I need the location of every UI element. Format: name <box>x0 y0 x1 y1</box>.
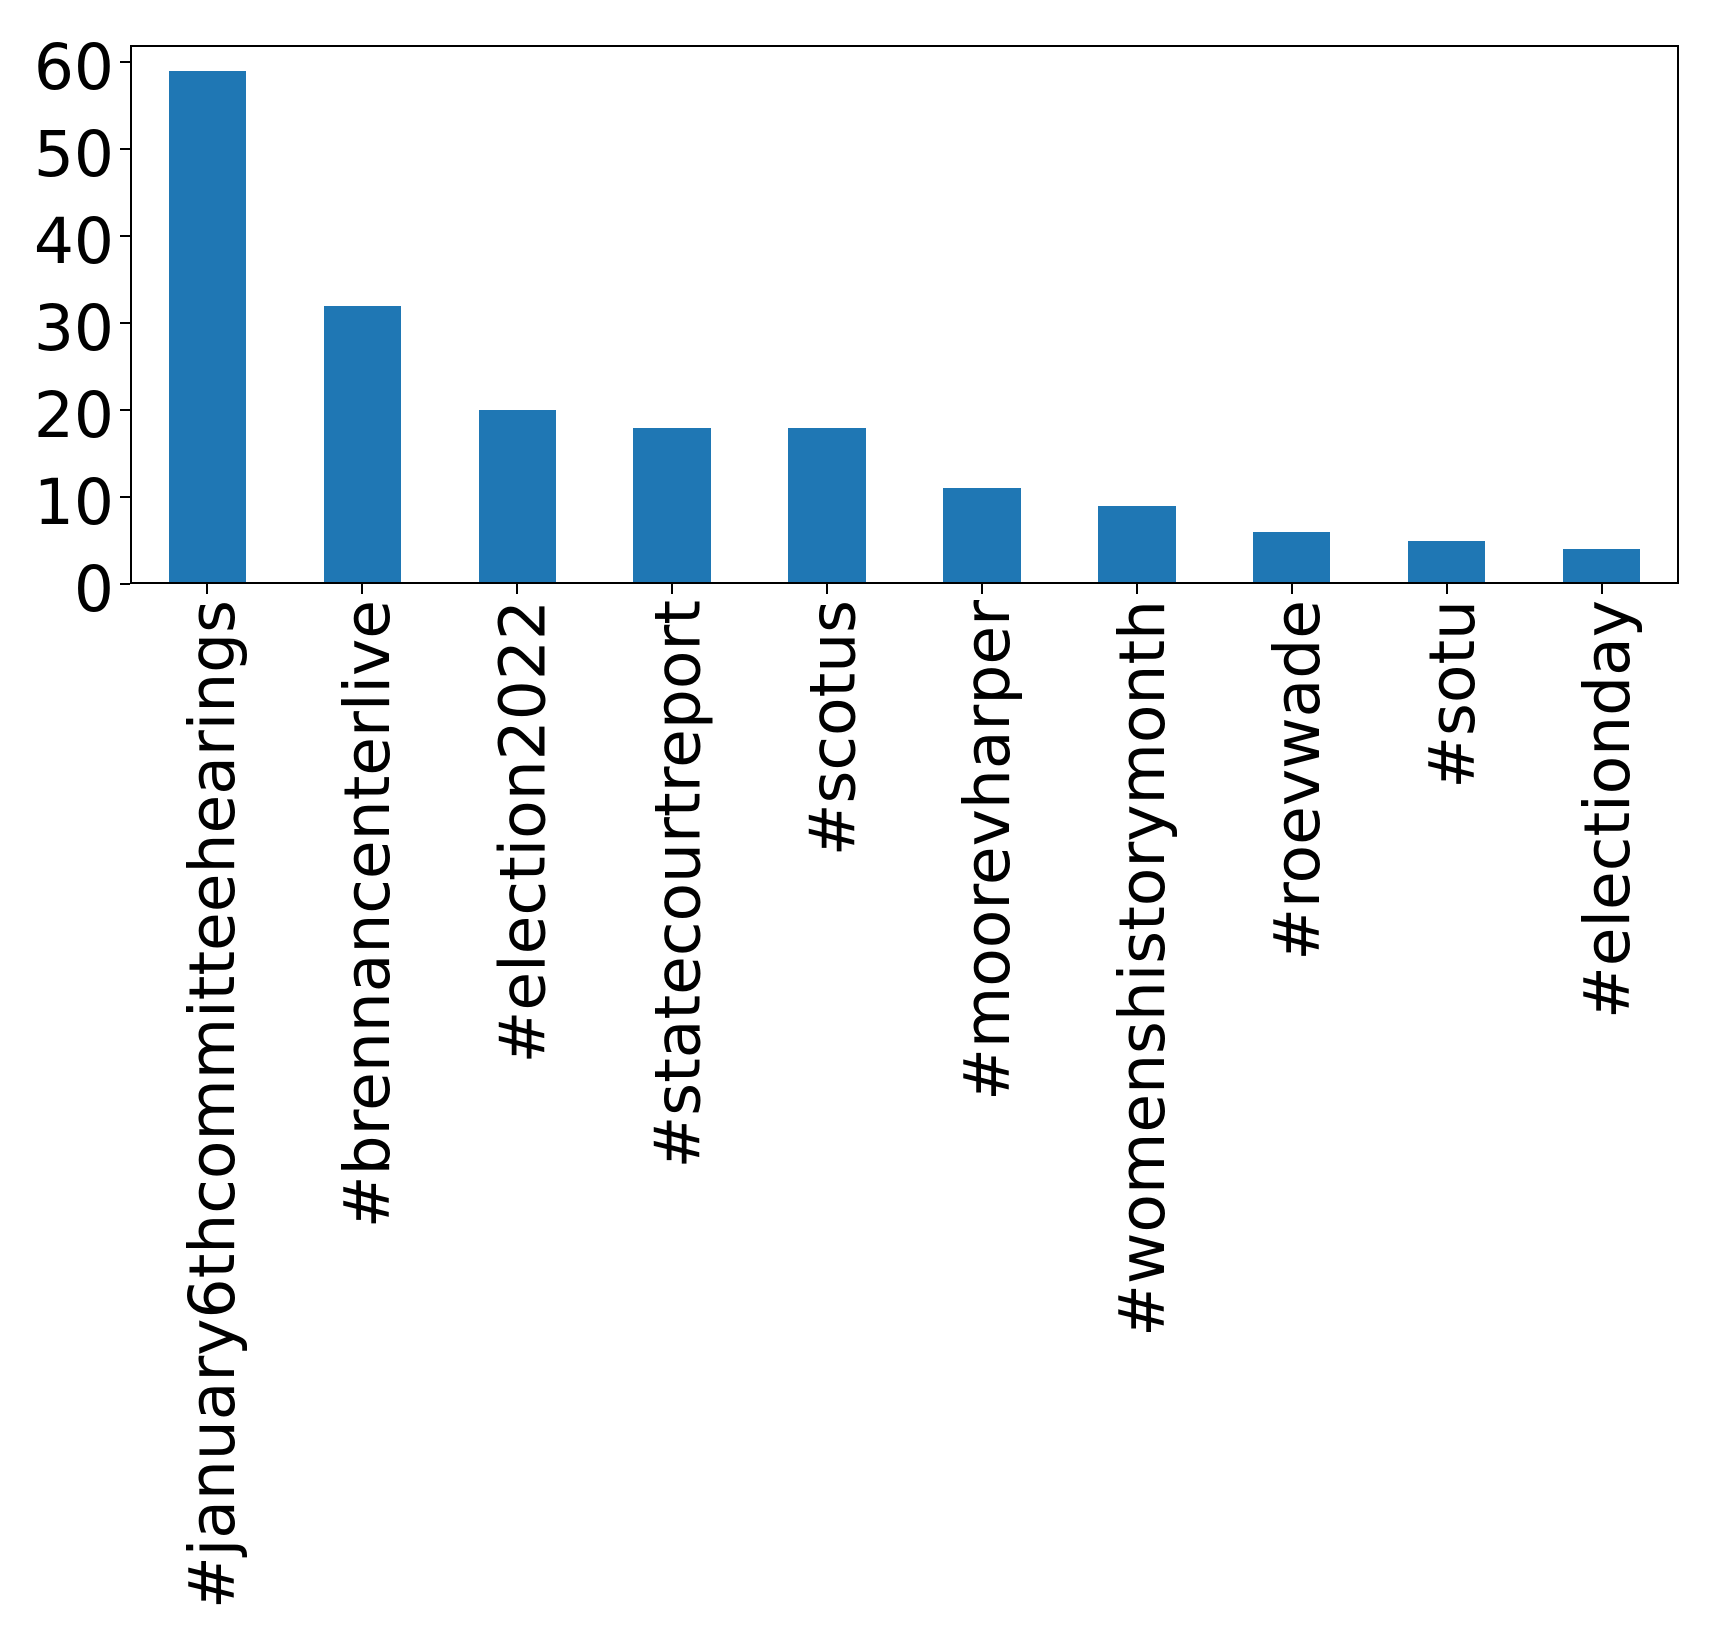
y-tick-label: 50 <box>33 118 114 192</box>
bar <box>1253 531 1331 584</box>
x-tick-label: #election2022 <box>486 600 560 1064</box>
x-tick-mark <box>1290 584 1293 594</box>
y-tick-mark <box>120 235 130 238</box>
y-tick-label: 60 <box>33 31 114 105</box>
y-tick-mark <box>120 583 130 585</box>
plot-area <box>130 45 1679 584</box>
y-tick-mark <box>120 61 130 64</box>
x-tick-mark <box>826 584 829 594</box>
x-tick-mark <box>1135 584 1138 594</box>
y-tick-mark <box>120 409 130 412</box>
y-tick-label: 10 <box>33 466 114 540</box>
x-tick-label: #scotus <box>796 600 870 857</box>
y-tick-mark <box>120 322 130 325</box>
bar <box>323 305 402 584</box>
x-tick-mark <box>1445 584 1448 594</box>
x-tick-label: #january6thcommitteehearings <box>176 600 250 1610</box>
bar <box>1562 549 1641 584</box>
x-tick-label: #electionday <box>1570 600 1644 1020</box>
x-tick-mark <box>1600 584 1603 594</box>
x-tick-mark <box>206 584 209 594</box>
x-tick-mark <box>361 584 364 594</box>
bar <box>1098 505 1176 584</box>
x-tick-label: #statecourtreport <box>641 600 715 1169</box>
x-tick-label: #brennancenterlive <box>331 600 405 1229</box>
y-tick-label: 0 <box>73 553 114 626</box>
x-tick-label: #sotu <box>1415 600 1489 789</box>
y-tick-label: 30 <box>33 292 114 366</box>
x-tick-mark <box>516 584 519 594</box>
x-tick-label: #moorevharper <box>950 600 1024 1101</box>
bar <box>633 427 711 584</box>
bar <box>788 427 866 584</box>
x-tick-label: #roevwade <box>1260 600 1334 961</box>
bar <box>943 488 1021 584</box>
y-tick-mark <box>120 148 130 151</box>
y-tick-mark <box>120 496 130 499</box>
x-tick-mark <box>980 584 983 594</box>
y-tick-label: 40 <box>33 205 114 279</box>
bar <box>478 410 556 584</box>
y-tick-label: 20 <box>33 379 114 453</box>
x-tick-mark <box>671 584 674 594</box>
x-tick-label: #womenshistorymonth <box>1105 600 1179 1337</box>
bar <box>1407 540 1486 584</box>
bar <box>168 71 247 584</box>
